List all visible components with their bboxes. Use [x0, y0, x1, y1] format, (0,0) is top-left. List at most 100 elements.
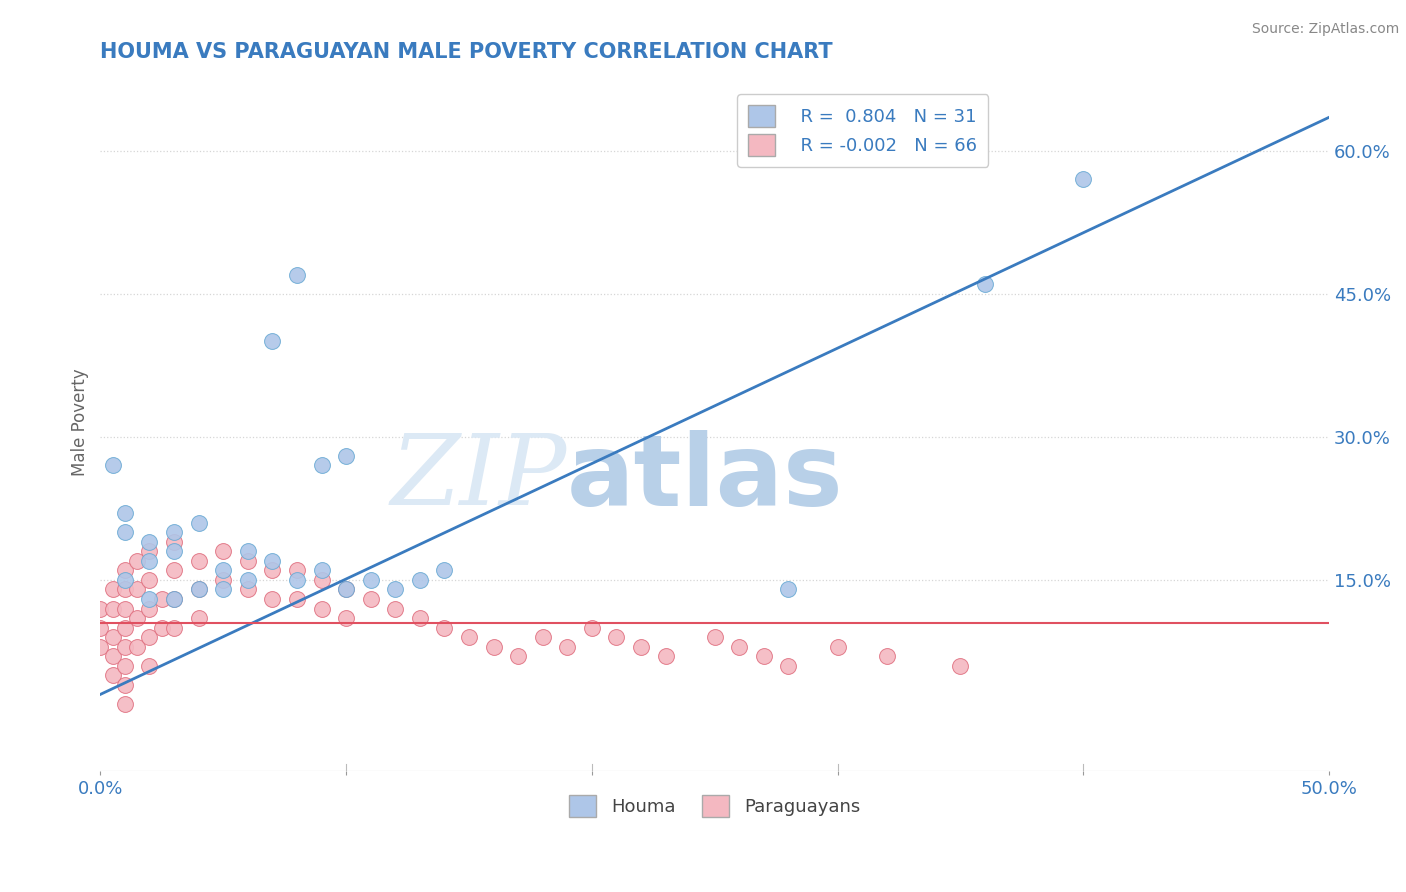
Point — [311, 458, 333, 473]
Text: ZIP: ZIP — [391, 431, 567, 526]
Point — [114, 582, 136, 597]
Point — [360, 592, 382, 607]
Point — [778, 582, 800, 597]
Point — [236, 554, 259, 568]
Point — [555, 640, 578, 654]
Point — [581, 621, 603, 635]
Point — [703, 630, 725, 644]
Point — [285, 573, 308, 587]
Point — [138, 554, 160, 568]
Text: atlas: atlas — [567, 430, 844, 527]
Point — [138, 544, 160, 558]
Point — [114, 658, 136, 673]
Point — [605, 630, 627, 644]
Point — [409, 573, 432, 587]
Point — [114, 525, 136, 540]
Point — [262, 563, 284, 577]
Point — [285, 563, 308, 577]
Point — [752, 649, 775, 664]
Point — [778, 658, 800, 673]
Point — [114, 678, 136, 692]
Point — [163, 544, 186, 558]
Point — [876, 649, 898, 664]
Point — [101, 630, 124, 644]
Point — [236, 544, 259, 558]
Point — [101, 458, 124, 473]
Point — [127, 554, 149, 568]
Point — [114, 621, 136, 635]
Point — [138, 601, 160, 615]
Point — [212, 544, 235, 558]
Point — [187, 582, 209, 597]
Point — [335, 611, 357, 625]
Point — [311, 563, 333, 577]
Point — [138, 630, 160, 644]
Point — [433, 563, 456, 577]
Point — [187, 611, 209, 625]
Legend: Houma, Paraguayans: Houma, Paraguayans — [562, 788, 868, 824]
Point — [163, 592, 186, 607]
Point — [101, 668, 124, 682]
Point — [138, 573, 160, 587]
Point — [236, 573, 259, 587]
Point — [89, 640, 111, 654]
Point — [127, 611, 149, 625]
Text: Source: ZipAtlas.com: Source: ZipAtlas.com — [1251, 22, 1399, 37]
Point — [311, 573, 333, 587]
Point — [114, 563, 136, 577]
Point — [285, 268, 308, 282]
Point — [384, 582, 406, 597]
Point — [101, 649, 124, 664]
Point — [506, 649, 529, 664]
Point — [101, 601, 124, 615]
Point — [127, 582, 149, 597]
Point — [187, 516, 209, 530]
Point — [409, 611, 432, 625]
Point — [187, 582, 209, 597]
Point — [728, 640, 751, 654]
Point — [89, 601, 111, 615]
Point — [163, 592, 186, 607]
Point — [384, 601, 406, 615]
Point — [163, 563, 186, 577]
Point — [187, 554, 209, 568]
Point — [1071, 172, 1094, 186]
Point — [531, 630, 554, 644]
Point — [150, 621, 173, 635]
Point — [138, 534, 160, 549]
Point — [360, 573, 382, 587]
Point — [335, 582, 357, 597]
Point — [262, 334, 284, 349]
Point — [335, 582, 357, 597]
Point — [630, 640, 652, 654]
Text: HOUMA VS PARAGUAYAN MALE POVERTY CORRELATION CHART: HOUMA VS PARAGUAYAN MALE POVERTY CORRELA… — [100, 42, 832, 62]
Point — [114, 506, 136, 520]
Point — [127, 640, 149, 654]
Point — [150, 592, 173, 607]
Point — [458, 630, 481, 644]
Point — [138, 592, 160, 607]
Point — [138, 658, 160, 673]
Point — [114, 601, 136, 615]
Point — [262, 554, 284, 568]
Point — [827, 640, 849, 654]
Point — [311, 601, 333, 615]
Point — [654, 649, 676, 664]
Point — [163, 525, 186, 540]
Point — [114, 697, 136, 711]
Point — [236, 582, 259, 597]
Point — [212, 563, 235, 577]
Point — [335, 449, 357, 463]
Point — [163, 621, 186, 635]
Point — [285, 592, 308, 607]
Point — [949, 658, 972, 673]
Point — [433, 621, 456, 635]
Point — [974, 277, 997, 292]
Point — [163, 534, 186, 549]
Y-axis label: Male Poverty: Male Poverty — [72, 368, 89, 476]
Point — [212, 582, 235, 597]
Point — [89, 621, 111, 635]
Point — [482, 640, 505, 654]
Point — [212, 573, 235, 587]
Point — [101, 582, 124, 597]
